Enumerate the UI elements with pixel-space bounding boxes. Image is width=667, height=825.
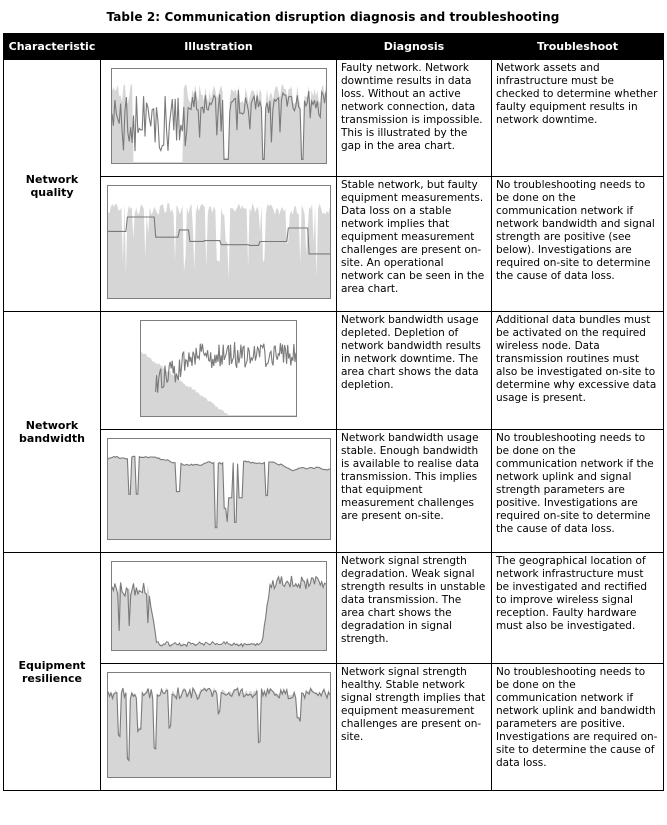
diagnosis-cell: Network bandwidth usage depleted. Deplet…	[336, 311, 492, 430]
troubleshoot-cell: The geographical location of network inf…	[491, 552, 664, 664]
area-chart-bandwidth-depletion	[140, 320, 297, 417]
area-chart-network-downtime	[110, 68, 327, 164]
area-chart-icon	[141, 342, 296, 416]
table-row: Equipment resilience Network signal stre…	[3, 552, 664, 791]
table-row: Network bandwidth usage stable. Enough b…	[4, 429, 664, 553]
illustration-cell	[100, 429, 337, 553]
illustration-cell	[100, 311, 337, 430]
diagnosis-cell: Network signal strength degradation. Wea…	[336, 552, 492, 664]
area-chart-icon	[108, 455, 330, 539]
illustration-cell	[100, 552, 337, 664]
area-chart-healthy-signal	[107, 672, 331, 778]
col-header-diagnosis: Diagnosis	[336, 33, 492, 60]
header-row: Characteristic Illustration Diagnosis Tr…	[3, 33, 664, 60]
col-header-illustration: Illustration	[100, 33, 337, 60]
col-header-characteristic: Characteristic	[3, 33, 101, 60]
area-chart-stable-bandwidth	[107, 438, 331, 540]
characteristic-cell-equipment-resilience: Equipment resilience	[3, 552, 101, 791]
table-row: Network bandwidth Network bandwidth usag…	[3, 311, 664, 553]
troubleshoot-cell: No troubleshooting needs to be done on t…	[491, 429, 664, 553]
troubleshoot-cell: Additional data bundles must be activate…	[491, 311, 664, 430]
table-row: Network signal strength healthy. Stable …	[4, 663, 664, 791]
diagnosis-cell: Network signal strength healthy. Stable …	[336, 663, 492, 791]
area-chart-icon	[111, 83, 326, 163]
area-chart-stable-network	[107, 185, 331, 299]
area-chart-signal-degradation	[110, 561, 327, 651]
diagnosis-cell: Stable network, but faulty equipment mea…	[336, 176, 492, 312]
area-chart-icon	[111, 575, 326, 650]
table-row: Stable network, but faulty equipment mea…	[4, 176, 664, 312]
table-row: Network quality Faulty network. Network …	[3, 59, 664, 312]
illustration-cell	[100, 176, 337, 312]
illustration-cell	[100, 59, 337, 177]
illustration-cell	[100, 663, 337, 791]
characteristic-cell-network-bandwidth: Network bandwidth	[3, 311, 101, 553]
diagnosis-cell: Network bandwidth usage stable. Enough b…	[336, 429, 492, 553]
area-chart-icon	[108, 202, 330, 298]
document-page: Table 2: Communication disruption diagno…	[3, 10, 664, 791]
diagnosis-table: Characteristic Illustration Diagnosis Tr…	[3, 33, 664, 791]
table-title: Table 2: Communication disruption diagno…	[106, 10, 560, 24]
diagnosis-cell: Faulty network. Network downtime results…	[336, 59, 492, 177]
area-chart-icon	[108, 686, 330, 777]
characteristic-cell-network-quality: Network quality	[3, 59, 101, 312]
troubleshoot-cell: Network assets and infrastructure must b…	[491, 59, 664, 177]
troubleshoot-cell: No troubleshooting needs to be done on t…	[491, 663, 664, 791]
col-header-troubleshoot: Troubleshoot	[491, 33, 664, 60]
troubleshoot-cell: No troubleshooting needs to be done on t…	[491, 176, 664, 312]
